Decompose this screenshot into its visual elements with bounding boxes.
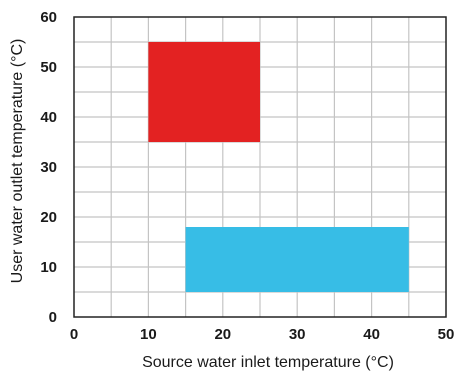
y-tick-label: 50 [40, 59, 57, 76]
y-tick-label: 0 [49, 309, 57, 326]
operating-region-2 [185, 227, 409, 292]
y-tick-label: 10 [40, 259, 57, 276]
plot-frame [73, 16, 447, 318]
x-tick-label: 20 [214, 326, 231, 343]
y-axis-label: User water outlet temperature (°C) [9, 39, 26, 284]
x-tick-label: 50 [438, 326, 455, 343]
y-tick-label: 30 [40, 159, 57, 176]
x-tick-label: 40 [363, 326, 380, 343]
y-tick-label: 40 [40, 109, 57, 126]
operating-region-1 [148, 42, 260, 142]
x-tick-label: 10 [140, 326, 157, 343]
x-tick-label: 30 [289, 326, 306, 343]
y-tick-labels: 0 10 20 30 40 50 60 [40, 9, 57, 326]
x-axis-label: Source water inlet temperature (°C) [142, 354, 394, 371]
y-tick-label: 60 [40, 9, 57, 26]
x-tick-labels: 0 10 20 30 40 50 [70, 326, 455, 343]
y-tick-label: 20 [40, 209, 57, 226]
operating-regions [148, 42, 409, 292]
x-tick-label: 0 [70, 326, 78, 343]
